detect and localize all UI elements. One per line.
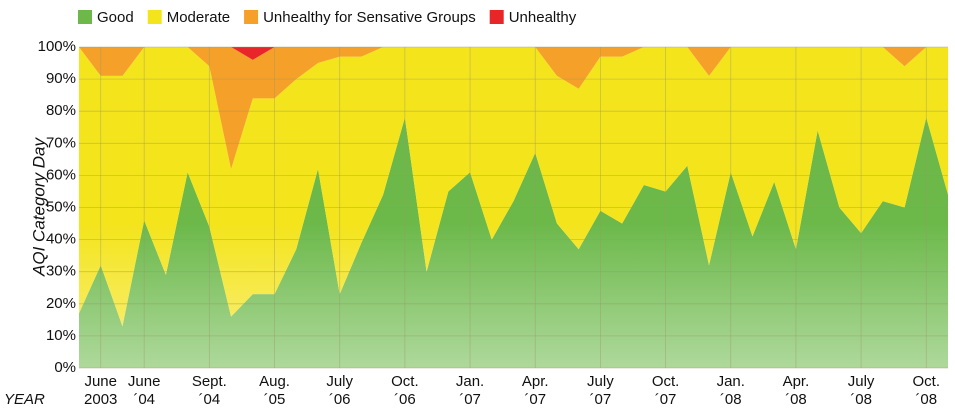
y-axis-title: AQI Category Day: [29, 137, 48, 277]
legend-label: Moderate: [167, 9, 230, 26]
legend-label: Unhealthy: [509, 9, 577, 26]
x-tick-label: July ´06: [326, 373, 353, 408]
legend: Good Moderate Unhealthy for Sensative Grou…: [78, 9, 577, 26]
x-axis-title: YEAR: [4, 391, 45, 408]
x-tick-label: Apr. ´08: [783, 373, 810, 408]
y-tick-label: 90%: [46, 70, 76, 87]
y-tick-label: 50%: [46, 198, 76, 215]
y-tick-label: 40%: [46, 231, 76, 248]
legend-swatch: [244, 10, 259, 24]
y-tick-label: 70%: [46, 134, 76, 151]
x-tick-label: Oct. ´08: [913, 373, 941, 408]
y-tick-label: 80%: [46, 102, 76, 119]
x-tick-label: July ´07: [587, 373, 614, 408]
x-tick-label: Oct. ´07: [652, 373, 680, 408]
x-tick-label: Sept. ´04: [192, 373, 227, 408]
y-tick-label: 60%: [46, 166, 76, 183]
y-tick-label: 10%: [46, 327, 76, 344]
x-tick-label: Aug. ´05: [259, 373, 290, 408]
x-tick-label: Jan. ´08: [717, 373, 745, 408]
legend-label: Good: [97, 9, 134, 26]
x-tick-label: Oct. ´06: [391, 373, 419, 408]
y-tick-label: 20%: [46, 295, 76, 312]
y-tick-label: 100%: [38, 38, 76, 55]
legend-swatch: [489, 10, 504, 24]
x-tick-label: June 2003: [84, 373, 117, 408]
x-tick-label: June ´04: [128, 373, 161, 408]
y-tick-label: 0%: [54, 359, 76, 376]
legend-swatch: [147, 10, 162, 24]
x-tick-label: July ´08: [848, 373, 875, 408]
x-tick-label: Apr. ´07: [522, 373, 549, 408]
y-tick-label: 30%: [46, 263, 76, 280]
legend-label: Unhealthy for Sensative Groups: [263, 9, 476, 26]
legend-swatch: [78, 10, 92, 24]
x-tick-label: Jan. ´07: [456, 373, 484, 408]
axes: 0% 10% 20% 30% 40% 50% 60% 70% 80% 90% 100% June 200…: [38, 38, 948, 408]
